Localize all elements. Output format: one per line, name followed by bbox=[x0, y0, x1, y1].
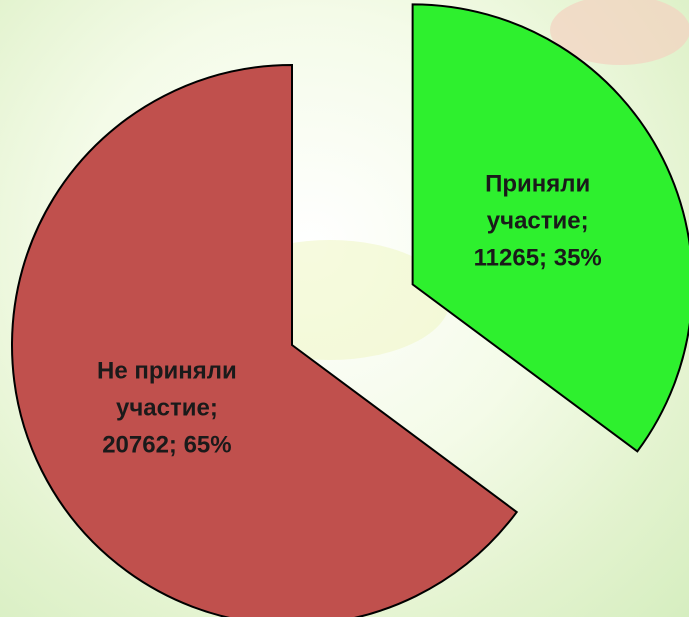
slide: Приняли участие; 11265; 35% Не приняли уч… bbox=[0, 0, 689, 617]
data-label: Не приняли участие; 20762; 65% bbox=[92, 352, 242, 463]
data-label: Приняли участие; 11265; 35% bbox=[463, 166, 613, 277]
chart bbox=[0, 0, 689, 617]
